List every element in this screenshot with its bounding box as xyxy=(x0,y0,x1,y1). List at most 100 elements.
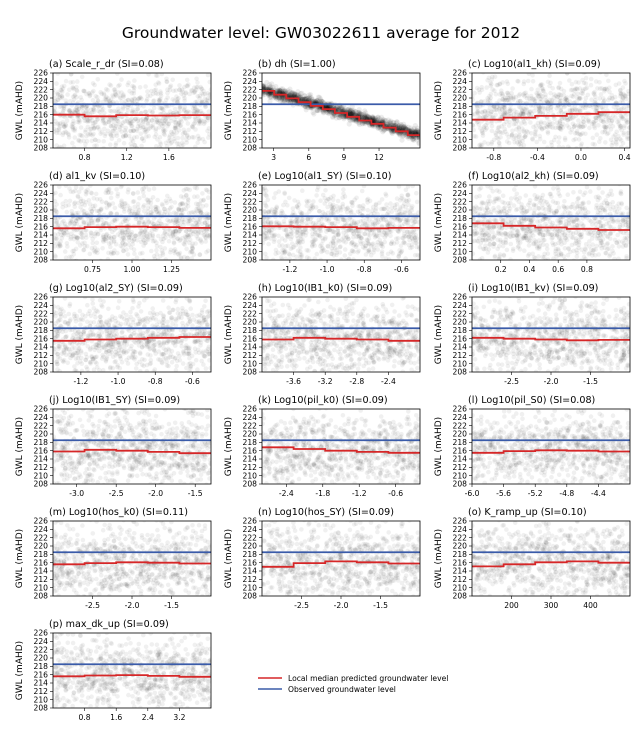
scatter-point xyxy=(341,114,347,120)
scatter-point xyxy=(149,220,154,225)
scatter-point xyxy=(414,127,420,133)
scatter-point xyxy=(202,91,208,97)
scatter-point xyxy=(623,118,629,124)
scatter-point xyxy=(150,234,156,239)
scatter-point xyxy=(390,122,396,128)
scatter-point xyxy=(538,99,543,105)
scatter-point xyxy=(330,113,336,119)
scatter-point xyxy=(173,228,179,234)
scatter-point xyxy=(150,110,155,115)
scatter-point xyxy=(165,87,170,92)
y-tick-label: 224 xyxy=(243,77,258,86)
scatter-point xyxy=(101,120,107,125)
scatter-point xyxy=(331,210,336,215)
scatter-point xyxy=(195,80,200,85)
scatter-point xyxy=(140,120,146,126)
scatter-point xyxy=(543,92,548,97)
scatter-point xyxy=(354,118,360,124)
scatter-point xyxy=(204,97,209,103)
scatter-point xyxy=(403,126,409,132)
scatter-point xyxy=(121,235,126,241)
scatter-point xyxy=(77,132,83,138)
scatter-point xyxy=(205,98,211,104)
scatter-point xyxy=(547,97,553,103)
scatter-point xyxy=(413,129,419,135)
scatter-point xyxy=(97,109,103,115)
scatter-point xyxy=(347,109,353,115)
scatter-point xyxy=(202,220,208,225)
scatter-point xyxy=(164,232,169,237)
scatter-point xyxy=(578,96,583,101)
scatter-point xyxy=(593,94,598,99)
scatter-point xyxy=(586,117,591,123)
scatter-point xyxy=(186,234,191,239)
scatter-point xyxy=(600,96,606,101)
scatter-point xyxy=(504,90,510,96)
scatter-point xyxy=(114,131,119,136)
scatter-point xyxy=(130,128,136,133)
scatter-point xyxy=(146,219,152,224)
scatter-point xyxy=(130,139,136,144)
scatter-point xyxy=(151,98,157,103)
scatter-point xyxy=(323,185,328,187)
scatter-point xyxy=(501,112,506,117)
scatter-point xyxy=(105,87,110,93)
scatter-point xyxy=(137,234,143,240)
scatter-point xyxy=(574,107,579,113)
scatter-point xyxy=(346,116,353,122)
scatter-point xyxy=(489,120,495,125)
scatter-point xyxy=(385,117,391,123)
scatter-point xyxy=(133,209,138,214)
scatter-point xyxy=(287,86,293,92)
scatter-point xyxy=(286,98,292,104)
scatter-point xyxy=(557,125,562,131)
scatter-point xyxy=(83,141,88,147)
scatter-point xyxy=(98,89,103,95)
scatter-point xyxy=(120,240,125,245)
scatter-point xyxy=(499,88,504,93)
scatter-point xyxy=(109,124,114,129)
scatter-point xyxy=(362,108,368,114)
scatter-point xyxy=(522,134,528,140)
scatter-point xyxy=(478,144,483,148)
scatter-point xyxy=(103,86,109,92)
scatter-point xyxy=(602,86,607,92)
scatter-point xyxy=(191,106,196,111)
scatter-point xyxy=(532,99,538,104)
scatter-point xyxy=(500,91,506,97)
scatter-point xyxy=(341,187,346,192)
scatter-point xyxy=(357,111,363,117)
scatter-point xyxy=(63,129,68,134)
scatter-point xyxy=(592,92,597,97)
scatter-point xyxy=(191,110,197,116)
scatter-point xyxy=(296,92,302,98)
scatter-point xyxy=(399,126,405,132)
scatter-point xyxy=(164,143,170,148)
scatter-point xyxy=(63,255,69,260)
scatter-point xyxy=(100,106,106,112)
scatter-point xyxy=(571,124,577,130)
scatter-point xyxy=(577,95,583,101)
scatter-point xyxy=(116,138,122,143)
scatter-point xyxy=(338,104,344,110)
scatter-point xyxy=(413,135,419,141)
scatter-point xyxy=(140,136,145,141)
scatter-point xyxy=(122,201,127,207)
scatter-point xyxy=(268,91,275,97)
scatter-point xyxy=(598,150,603,155)
scatter-point xyxy=(122,233,128,238)
scatter-point xyxy=(147,108,153,114)
scatter-point xyxy=(351,117,357,123)
scatter-point xyxy=(74,105,79,111)
scatter-point xyxy=(580,131,585,136)
scatter-point xyxy=(170,131,175,137)
scatter-point xyxy=(619,106,625,112)
scatter-point xyxy=(129,109,135,114)
scatter-point xyxy=(97,209,102,214)
scatter-point xyxy=(109,236,114,242)
scatter-point xyxy=(81,88,87,94)
scatter-point xyxy=(584,115,589,120)
scatter-point xyxy=(150,91,156,97)
scatter-point xyxy=(399,131,405,137)
scatter-point xyxy=(262,84,266,90)
